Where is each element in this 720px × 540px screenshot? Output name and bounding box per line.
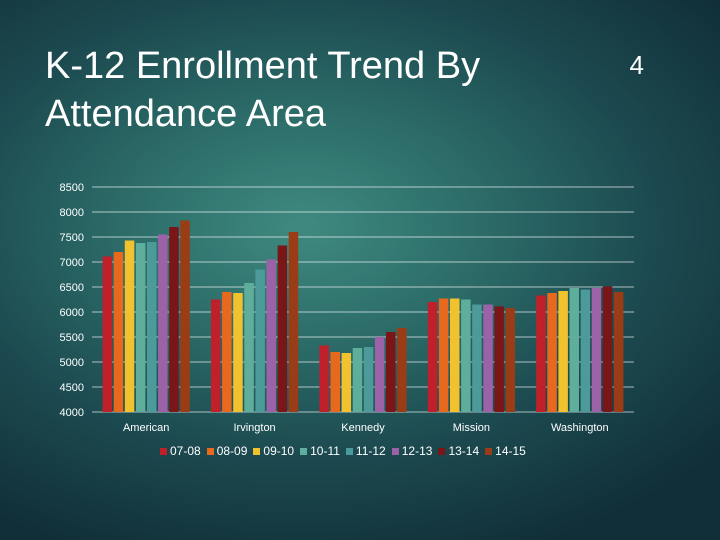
bar-12-13-irvington: [266, 259, 276, 412]
legend-swatch: [253, 447, 261, 455]
bar-07-08-washington: [536, 295, 546, 412]
legend-item: 09-10: [253, 444, 294, 458]
y-tick-label: 5500: [60, 332, 84, 344]
x-tick-label: American: [123, 422, 169, 434]
bar-11-12-mission: [472, 304, 482, 412]
bar-08-09-kennedy: [330, 352, 340, 412]
y-tick-label: 6500: [60, 282, 84, 294]
bar-13-14-washington: [602, 286, 613, 412]
bar-08-09-american: [113, 252, 124, 412]
x-tick-label: Washington: [551, 422, 609, 434]
bar-13-14-mission: [494, 306, 504, 412]
bar-10-11-american: [135, 243, 146, 412]
bar-10-11-washington: [569, 288, 579, 412]
bar-09-10-irvington: [233, 293, 243, 412]
x-tick-label: Kennedy: [341, 422, 385, 434]
bar-07-08-mission: [427, 302, 438, 412]
y-tick-label: 5000: [60, 357, 84, 369]
legend-label: 07-08: [170, 444, 201, 458]
bar-09-10-mission: [450, 298, 460, 412]
bar-14-15-mission: [505, 308, 515, 412]
y-tick-label: 6000: [60, 307, 84, 319]
x-tick-label: Irvington: [233, 422, 275, 434]
bar-11-12-kennedy: [363, 347, 374, 412]
bar-07-08-american: [102, 256, 113, 412]
legend-label: 13-14: [448, 444, 480, 458]
bar-11-12-washington: [580, 289, 591, 412]
bar-14-15-irvington: [288, 232, 299, 412]
legend-swatch: [300, 447, 308, 455]
legend-item: 13-14: [438, 444, 479, 458]
bar-11-12-american: [147, 242, 157, 412]
legend-item: 12-13: [391, 444, 433, 458]
bar-08-09-irvington: [222, 292, 232, 412]
bar-14-15-kennedy: [397, 328, 407, 412]
y-tick-label: 7000: [60, 257, 84, 269]
bar-12-13-mission: [483, 304, 493, 412]
legend-item: 07-08: [160, 444, 201, 458]
legend-swatch: [206, 447, 214, 455]
bar-14-15-washington: [613, 292, 624, 412]
legend-swatch: [160, 447, 167, 455]
x-tick-label: Mission: [453, 422, 490, 434]
bar-07-08-kennedy: [319, 345, 329, 412]
slide-title: K-12 Enrollment Trend By Attendance Area: [45, 45, 481, 135]
y-tick-label: 8500: [60, 182, 84, 194]
y-tick-label: 8000: [60, 207, 84, 219]
bar-09-10-kennedy: [341, 353, 352, 412]
legend-label: 09-10: [263, 444, 295, 458]
slide-number: 4: [629, 50, 644, 80]
bar-12-13-washington: [591, 288, 602, 412]
legend-label: 10-11: [310, 444, 340, 458]
bar-09-10-washington: [558, 291, 568, 412]
legend-label: 12-13: [401, 444, 433, 458]
chart-legend: 07-08 08-09 09-10 10-11 11-12 12-13 13-14 14-15: [160, 444, 580, 458]
legend-swatch: [345, 447, 353, 455]
bar-13-14-american: [169, 227, 179, 412]
bar-09-10-american: [124, 240, 135, 412]
bar-14-15-american: [180, 220, 190, 412]
bar-07-08-irvington: [211, 299, 221, 412]
bar-13-14-kennedy: [386, 332, 396, 412]
y-tick-label: 7500: [60, 232, 84, 244]
bar-12-13-kennedy: [374, 337, 385, 412]
legend-label: 11-12: [355, 444, 386, 458]
legend-label: 08-09: [216, 444, 248, 458]
legend-item: 11-12: [345, 444, 386, 458]
bar-12-13-american: [158, 234, 168, 412]
bar-10-11-kennedy: [352, 348, 363, 412]
y-tick-label: 4000: [60, 407, 84, 419]
y-tick-label: 4500: [60, 382, 84, 394]
bar-11-12-irvington: [255, 269, 265, 412]
bar-13-14-irvington: [277, 245, 288, 412]
legend-label: 14-15: [495, 444, 526, 458]
bar-08-09-mission: [438, 298, 449, 412]
legend-item: 10-11: [300, 444, 340, 458]
bar-10-11-irvington: [244, 283, 254, 412]
legend-swatch: [438, 447, 446, 455]
legend-item: 08-09: [206, 444, 248, 458]
legend-swatch: [485, 447, 493, 455]
legend-swatch: [391, 447, 399, 455]
bar-10-11-mission: [461, 299, 471, 412]
legend-item: 14-15: [485, 444, 526, 458]
bar-08-09-washington: [547, 293, 557, 412]
